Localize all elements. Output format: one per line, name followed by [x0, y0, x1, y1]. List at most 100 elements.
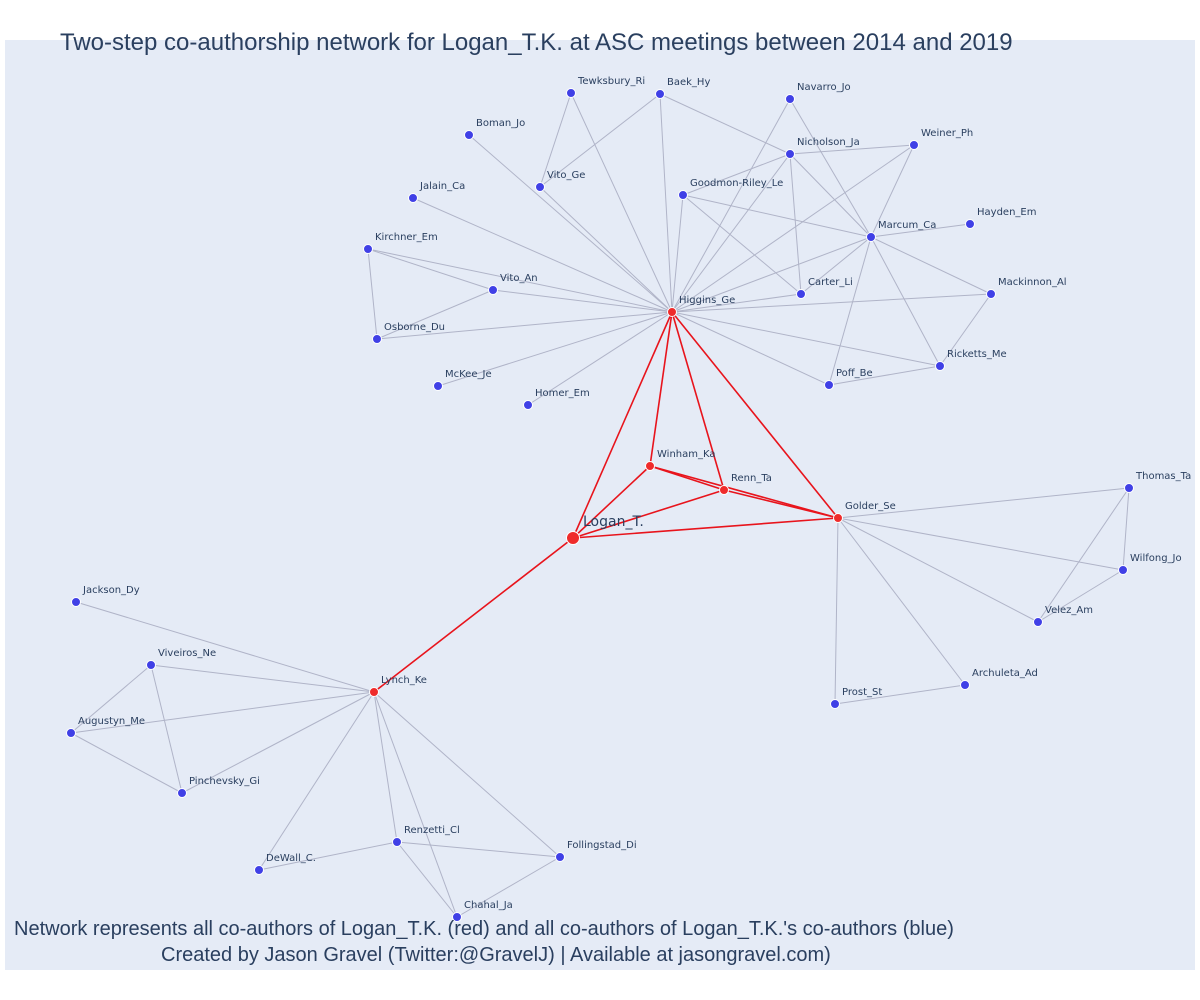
edge-renzetti-cl-chahal-ja: [396, 841, 458, 918]
node-hayden-em[interactable]: [965, 219, 975, 229]
node-label-viveiros-ne: Viveiros_Ne: [158, 648, 216, 659]
chart-title: Two-step co-authorship network for Logan…: [60, 29, 1013, 56]
node-renzetti-cl[interactable]: [392, 837, 402, 847]
node-augustyn-me[interactable]: [66, 728, 76, 738]
node-mackinnon-al[interactable]: [986, 289, 996, 299]
edge-higgins-ge-winham-ka: [649, 311, 673, 467]
node-label-kirchner-em: Kirchner_Em: [375, 232, 438, 243]
edge-marcum-ca-mackinnon-al: [870, 236, 992, 295]
node-label-logan-t: Logan_T.: [583, 514, 644, 530]
node-goodmon-riley-le[interactable]: [678, 190, 688, 200]
node-viveiros-ne[interactable]: [146, 660, 156, 670]
edge-kirchner-em-vito-an: [367, 248, 494, 291]
edge-lynch-ke-viveiros-ne: [150, 664, 375, 693]
edge-nicholson-ja-marcum-ca: [789, 153, 872, 238]
node-renn-ta[interactable]: [719, 485, 729, 495]
node-follingstad-di[interactable]: [555, 852, 565, 862]
node-higgins-ge[interactable]: [667, 307, 677, 317]
edge-archuleta-ad-prost-st: [834, 684, 966, 705]
node-golder-se[interactable]: [833, 513, 843, 523]
node-pinchevsky-gi[interactable]: [177, 788, 187, 798]
edge-higgins-ge-mckee-je: [437, 311, 673, 387]
edge-winham-ka-golder-se: [649, 465, 839, 519]
node-label-velez-am: Velez_Am: [1045, 605, 1093, 616]
edge-baek-hy-nicholson-ja: [659, 93, 791, 155]
edge-thomas-ta-velez-am: [1037, 487, 1130, 623]
node-label-vito-ge: Vito_Ge: [547, 170, 585, 181]
node-prost-st[interactable]: [830, 699, 840, 709]
node-winham-ka[interactable]: [645, 461, 655, 471]
edge-follingstad-di-chahal-ja: [456, 856, 561, 918]
node-baek-hy[interactable]: [655, 89, 665, 99]
edge-golder-se-archuleta-ad: [837, 517, 966, 686]
node-homer-em[interactable]: [523, 400, 533, 410]
node-label-weiner-ph: Weiner_Ph: [921, 128, 973, 139]
edge-goodmon-riley-le-carter-li: [682, 194, 802, 295]
credit-line: Created by Jason Gravel (Twitter:@Gravel…: [161, 944, 831, 966]
node-ricketts-me[interactable]: [935, 361, 945, 371]
node-boman-jo[interactable]: [464, 130, 474, 140]
node-jackson-dy[interactable]: [71, 597, 81, 607]
node-label-nicholson-ja: Nicholson_Ja: [797, 137, 860, 148]
node-vito-an[interactable]: [488, 285, 498, 295]
edge-viveiros-ne-pinchevsky-gi: [150, 664, 183, 794]
node-label-dewall-c: DeWall_C.: [266, 853, 316, 864]
edge-weiner-ph-marcum-ca: [870, 144, 915, 238]
node-wilfong-jo[interactable]: [1118, 565, 1128, 575]
node-label-goodmon-riley-le: Goodmon-Riley_Le: [690, 178, 783, 189]
edge-higgins-ge-vito-ge: [539, 186, 673, 313]
edge-thomas-ta-wilfong-jo: [1122, 487, 1130, 571]
node-label-marcum-ca: Marcum_Ca: [878, 220, 936, 231]
node-osborne-du[interactable]: [372, 334, 382, 344]
node-label-augustyn-me: Augustyn_Me: [78, 716, 145, 727]
node-archuleta-ad[interactable]: [960, 680, 970, 690]
node-logan-t[interactable]: [566, 531, 580, 545]
edge-renn-ta-golder-se: [723, 489, 839, 519]
edge-golder-se-thomas-ta: [837, 487, 1130, 519]
node-velez-am[interactable]: [1033, 617, 1043, 627]
node-label-poff-be: Poff_Be: [836, 368, 873, 379]
edge-lynch-ke-jackson-dy: [75, 601, 375, 693]
edge-logan-t-golder-se: [572, 517, 839, 539]
edge-lynch-ke-chahal-ja: [373, 691, 458, 918]
edge-nicholson-ja-goodmon-riley-le: [682, 153, 791, 196]
edge-golder-se-wilfong-jo: [837, 517, 1124, 571]
edge-higgins-ge-baek-hy: [659, 93, 673, 313]
node-mckee-je[interactable]: [433, 381, 443, 391]
node-label-navarro-jo: Navarro_Jo: [797, 82, 851, 93]
node-navarro-jo[interactable]: [785, 94, 795, 104]
node-carter-li[interactable]: [796, 289, 806, 299]
edge-higgins-ge-goodmon-riley-le: [671, 194, 684, 313]
node-weiner-ph[interactable]: [909, 140, 919, 150]
node-label-follingstad-di: Follingstad_Di: [567, 840, 637, 851]
node-jalain-ca[interactable]: [408, 193, 418, 203]
edge-higgins-ge-mackinnon-al: [671, 293, 992, 313]
edge-lynch-ke-augustyn-me: [70, 691, 375, 734]
node-label-renzetti-cl: Renzetti_Cl: [404, 825, 460, 836]
node-dewall-c[interactable]: [254, 865, 264, 875]
edge-higgins-ge-tewksbury-ri: [570, 92, 673, 313]
node-label-carter-li: Carter_Li: [808, 277, 853, 288]
edge-hayden-em-marcum-ca: [870, 223, 971, 238]
node-marcum-ca[interactable]: [866, 232, 876, 242]
node-poff-be[interactable]: [824, 380, 834, 390]
edge-wilfong-jo-velez-am: [1037, 569, 1124, 623]
node-lynch-ke[interactable]: [369, 687, 379, 697]
edge-higgins-ge-carter-li: [671, 293, 802, 313]
node-vito-ge[interactable]: [535, 182, 545, 192]
edge-navarro-jo-marcum-ca: [789, 98, 872, 238]
node-label-lynch-ke: Lynch_Ke: [381, 675, 427, 686]
node-label-tewksbury-ri: Tewksbury_Ri: [577, 76, 645, 87]
edge-vito-an-osborne-du: [376, 289, 494, 340]
node-nicholson-ja[interactable]: [785, 149, 795, 159]
edge-higgins-ge-osborne-du: [376, 311, 673, 340]
node-label-golder-se: Golder_Se: [845, 501, 896, 512]
node-chahal-ja[interactable]: [452, 912, 462, 922]
node-label-thomas-ta: Thomas_Ta: [1135, 471, 1191, 482]
node-thomas-ta[interactable]: [1124, 483, 1134, 493]
edge-renzetti-cl-dewall-c: [258, 841, 398, 871]
node-tewksbury-ri[interactable]: [566, 88, 576, 98]
node-kirchner-em[interactable]: [363, 244, 373, 254]
edge-higgins-ge-marcum-ca: [671, 236, 872, 313]
edge-nicholson-ja-carter-li: [789, 153, 802, 295]
